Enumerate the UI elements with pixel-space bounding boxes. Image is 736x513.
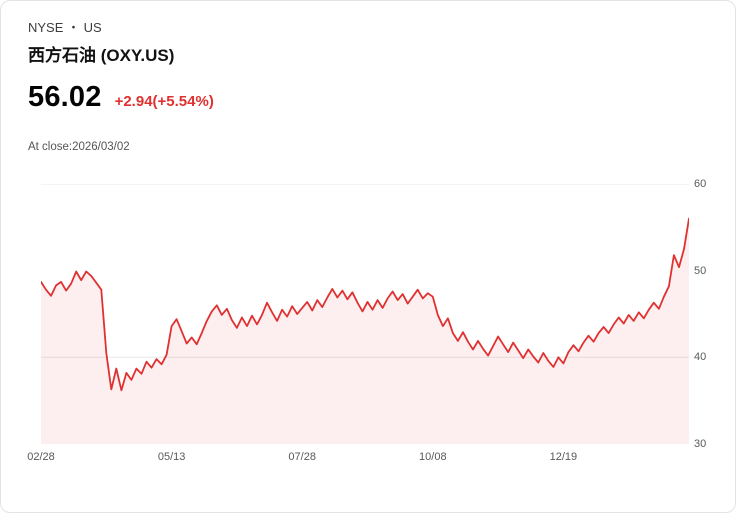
- x-axis-tick-label: 02/28: [27, 451, 55, 463]
- x-axis-tick-label: 07/28: [288, 451, 316, 463]
- x-axis-tick-label: 12/19: [549, 451, 578, 463]
- price-row: 56.02 +2.94(+5.54%): [28, 81, 214, 114]
- x-axis-tick-label: 05/13: [157, 451, 186, 463]
- chart-svg[interactable]: [41, 184, 689, 444]
- y-axis-tick-label: 40: [694, 351, 707, 364]
- price-area-fill: [41, 218, 689, 444]
- y-axis-tick-label: 30: [694, 438, 707, 450]
- as-of-label: At close:2026/03/02: [28, 141, 130, 153]
- y-axis-tick-label: 50: [694, 264, 707, 277]
- last-price: 56.02: [28, 81, 102, 113]
- x-axis-tick-label: 10/08: [419, 451, 447, 463]
- price-change: +2.94(+5.54%): [114, 93, 214, 110]
- y-axis-tick-label: 60: [694, 178, 707, 190]
- price-line: [41, 217, 689, 392]
- stock-title: 西方石油 (OXY.US): [28, 46, 175, 65]
- exchange-label: NYSE ・ US: [28, 20, 102, 35]
